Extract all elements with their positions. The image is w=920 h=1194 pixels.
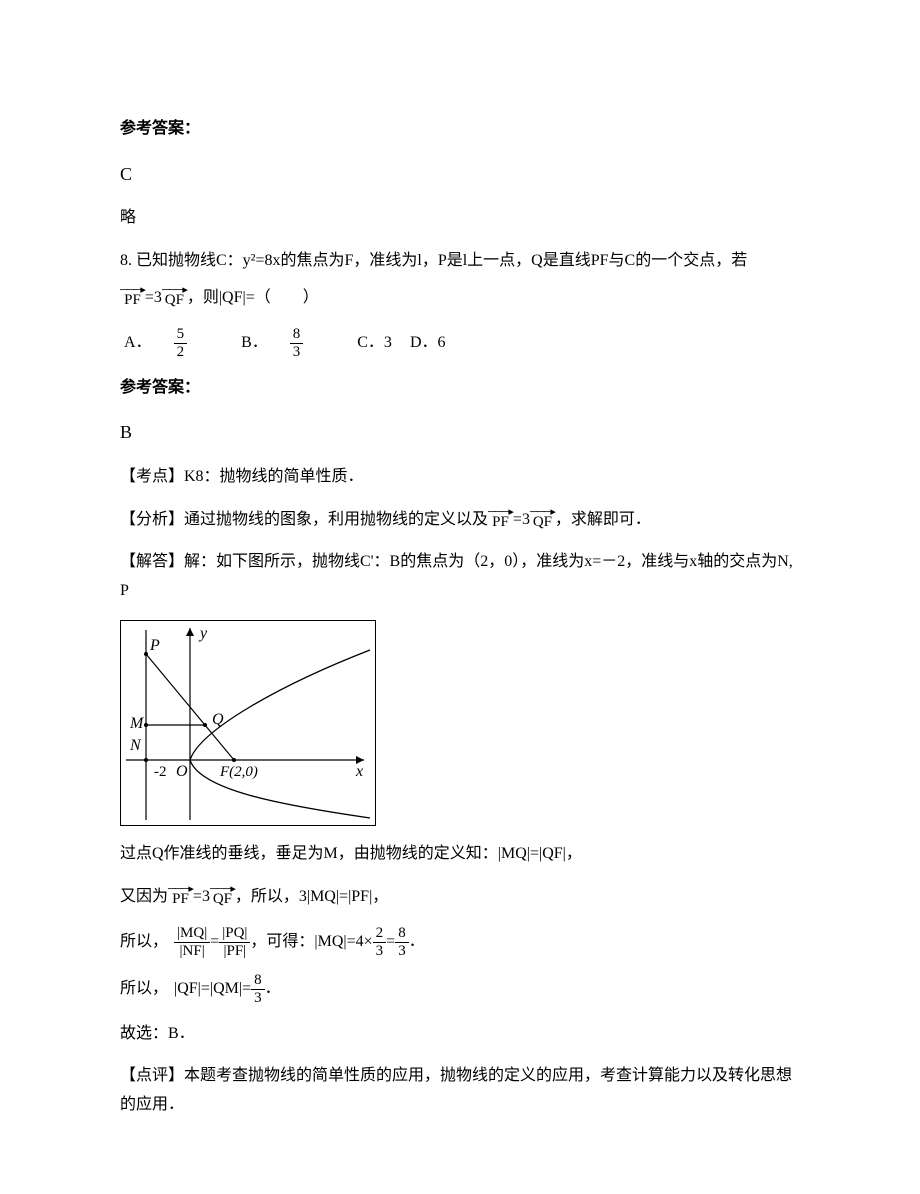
vector-pf-icon-3: ───▸ PF [168, 887, 193, 907]
answer-7-letter: C [120, 158, 800, 190]
vector-qf-icon-3: ───▸ QF [210, 887, 235, 907]
vector-qf-icon: ───▸ QF [162, 288, 187, 308]
dianping: 【点评】本题考查抛物线的简单性质的应用，抛物线的定义的应用，考查计算能力以及转化… [120, 1062, 800, 1120]
frac-2-3: 23 [373, 926, 387, 959]
option-c: C．3 [357, 329, 392, 358]
because-prefix: 又因为 [120, 883, 168, 912]
fenxi-suffix: ，求解即可． [555, 506, 651, 535]
gu-xuan: 故选：B． [120, 1020, 800, 1049]
qf-eq-qm: |QF|=|QM|= [174, 975, 251, 1004]
sol-line-ratio: 所以， |MQ||NF| = |PQ||PF| ，可得：|MQ|=4× 23 =… [120, 926, 800, 959]
fig-label-x: x [355, 763, 363, 780]
jieda-line1: 【解答】解：如下图所示，抛物线C'：B的焦点为（2，0），准线为x=－2，准线与… [120, 548, 800, 606]
q8-eq-3: =3 [145, 284, 162, 313]
suoyi2-prefix: 所以， [120, 975, 168, 1004]
option-d: D．6 [410, 329, 446, 358]
fenxi-prefix: 【分析】通过抛物线的图象，利用抛物线的定义以及 [120, 506, 488, 535]
vector-pf-icon-2: ───▸ PF [488, 510, 513, 530]
because-eq3: =3 [193, 883, 210, 912]
suoyi1-prefix: 所以， [120, 928, 168, 957]
q8-prefix: 8. 已知抛物线C：y²=8x的焦点为F，准线为l，P是l上一点，Q是直线PF与… [120, 247, 747, 276]
eq-sign-2: = [386, 928, 395, 957]
frac-mq-nf: |MQ||NF| [174, 926, 210, 959]
vector-qf-icon-2: ───▸ QF [530, 510, 555, 530]
sol-line-because: 又因为 ───▸ PF =3 ───▸ QF ，所以，3|MQ|=|PF|， [120, 883, 800, 912]
fig-label-q: Q [212, 711, 224, 728]
sol-line-final: 所以， |QF|=|QM|= 83 ． [120, 973, 800, 1006]
ref-answer-heading-2: 参考答案： [120, 374, 800, 403]
vector-pf-icon: ───▸ PF [120, 288, 145, 308]
option-b: B． 83 [241, 327, 339, 360]
fig-label-p: P [149, 637, 160, 654]
frac-8-3-b: 83 [251, 973, 265, 1006]
fig-label-y: y [198, 625, 208, 642]
frac-8-3: 83 [395, 926, 409, 959]
suoyi1-end: ． [409, 928, 425, 957]
sol-line-mq-qf: 过点Q作准线的垂线，垂足为M，由抛物线的定义知：|MQ|=|QF|， [120, 840, 800, 869]
eq-sign-1: = [210, 928, 219, 957]
fig-label-neg2: -2 [154, 764, 167, 780]
frac-pq-pf: |PQ||PF| [219, 926, 250, 959]
parabola-svg: P M N Q -2 O F(2,0) x y [120, 620, 376, 826]
q8-stem-line1: 8. 已知抛物线C：y²=8x的焦点为F，准线为l，P是l上一点，Q是直线PF与… [120, 247, 800, 276]
kaodian: 【考点】K8：抛物线的简单性质． [120, 463, 800, 492]
q8-suffix: ，则|QF|=（ ） [187, 284, 319, 313]
fig-label-o: O [176, 763, 188, 780]
fig-label-n: N [129, 737, 142, 754]
fig-label-f: F(2,0) [219, 764, 258, 780]
parabola-figure: P M N Q -2 O F(2,0) x y [120, 620, 800, 826]
suoyi2-end: ． [265, 975, 281, 1004]
answer-8-letter: B [120, 416, 800, 448]
option-a: A． 52 [124, 327, 223, 360]
suoyi1-mid: ，可得：|MQ|=4× [250, 928, 372, 957]
q8-options: A． 52 B． 83 C．3 D．6 [124, 327, 800, 360]
fenxi: 【分析】通过抛物线的图象，利用抛物线的定义以及 ───▸ PF =3 ───▸ … [120, 506, 800, 535]
q8-stem-line2: ───▸ PF =3 ───▸ QF ，则|QF|=（ ） [120, 284, 800, 313]
fig-label-m: M [129, 715, 145, 732]
fenxi-eq3: =3 [513, 506, 530, 535]
ref-answer-heading-1: 参考答案： [120, 115, 800, 144]
because-suffix: ，所以，3|MQ|=|PF|， [235, 883, 388, 912]
answer-7-lue: 略 [120, 204, 800, 233]
